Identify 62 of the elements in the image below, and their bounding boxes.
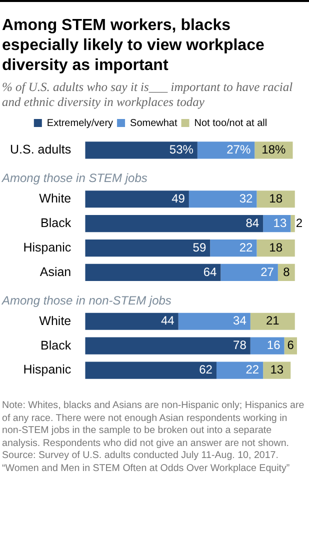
data-label: 32 bbox=[239, 191, 254, 206]
data-label: 8 bbox=[283, 264, 290, 279]
data-label: 18 bbox=[269, 240, 283, 254]
data-label: 6 bbox=[287, 338, 294, 352]
data-label: 34 bbox=[233, 314, 247, 328]
y-tick-label: Black bbox=[40, 216, 72, 230]
data-label: 22 bbox=[246, 362, 260, 377]
bar bbox=[85, 142, 198, 159]
bar bbox=[216, 362, 264, 379]
bar bbox=[85, 190, 189, 208]
data-label: 78 bbox=[233, 338, 247, 352]
legend-label: Extremely/very bbox=[46, 118, 114, 129]
y-tick-label: Hispanic bbox=[23, 362, 72, 377]
chart-subtitle: % of U.S. adults who say it is___ important to have racial and ethnic diversity in workplaces today bbox=[2, 80, 294, 110]
bar bbox=[178, 312, 250, 330]
data-label: 84 bbox=[246, 216, 260, 230]
data-label: 13 bbox=[273, 216, 287, 230]
legend-label: Somewhat bbox=[130, 118, 178, 129]
bar bbox=[220, 264, 278, 282]
bar bbox=[210, 239, 257, 257]
data-label: 13 bbox=[270, 362, 284, 377]
y-tick-label: U.S. adults bbox=[10, 142, 72, 157]
bar bbox=[197, 142, 255, 159]
data-label: 18% bbox=[262, 142, 286, 157]
bar bbox=[85, 337, 250, 354]
data-label: 53% bbox=[169, 142, 194, 157]
data-label: 27 bbox=[260, 264, 274, 279]
data-label: 2 bbox=[296, 216, 303, 230]
legend-label: Not too/not at all bbox=[194, 118, 268, 129]
data-label: 27% bbox=[226, 142, 251, 157]
data-label: 22 bbox=[239, 240, 254, 254]
bar bbox=[250, 312, 295, 330]
text: Note: Whites, blacks and Asians are non-Hispanic only; Hispanics are of any race. There were not enough Asian respondents working in non-STEM jobs in the sample to be broken out into a separate analysis. Respondents who did not give an answer are not shown. bbox=[2, 400, 306, 450]
bar bbox=[256, 190, 295, 208]
y-tick-label: Black bbox=[40, 338, 72, 352]
data-label: 49 bbox=[172, 191, 186, 206]
bar bbox=[290, 215, 295, 232]
y-tick-label: White bbox=[39, 192, 72, 206]
chart-title: Among STEM workers, blacks especially likely to view workplace diversity as important bbox=[2, 16, 266, 76]
bar bbox=[85, 215, 264, 232]
y-tick-label: White bbox=[39, 314, 72, 328]
bar bbox=[250, 337, 284, 354]
source-note: Source: Survey of U.S. adults conducted July 11-Aug. 10, 2017. bbox=[2, 450, 280, 462]
bar bbox=[85, 312, 178, 330]
data-label: 59 bbox=[192, 240, 206, 254]
bar bbox=[85, 239, 210, 257]
bar bbox=[256, 239, 295, 257]
data-label: 64 bbox=[203, 264, 218, 279]
data-label: 18 bbox=[269, 191, 283, 206]
bar bbox=[85, 264, 221, 282]
bar bbox=[85, 362, 216, 379]
data-label: 21 bbox=[266, 314, 280, 328]
y-tick-label: Asian bbox=[40, 264, 72, 279]
data-label: 62 bbox=[199, 362, 213, 377]
bar bbox=[263, 362, 291, 379]
data-label: 16 bbox=[266, 338, 281, 352]
data-label: 44 bbox=[161, 314, 175, 328]
annotation: Among those in STEM jobs bbox=[1, 171, 148, 186]
y-tick-label: Hispanic bbox=[23, 240, 72, 254]
bar bbox=[188, 190, 257, 208]
text: “Women and Men in STEM Often at Odds Over Workplace Equity” bbox=[2, 462, 291, 475]
annotation: Among those in non-STEM jobs bbox=[1, 293, 172, 308]
